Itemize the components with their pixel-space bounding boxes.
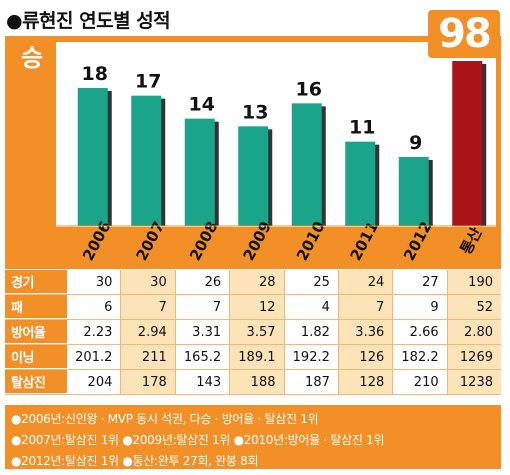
table-row: 탈삼진 204 178 143 188 187 128 210 1238 [5,370,501,395]
bar-2011 [345,141,376,226]
bar-value-label: 17 [135,71,161,93]
table-cell: 1.82 [284,320,339,344]
table-cell: 12 [230,295,285,319]
note-line: ●2006년:신인왕 · MVP 동시 석권, 다승 · 방어율 · 탈삼진 1… [11,412,319,426]
bar-chart: 1820061720071420081320091620101120119201… [56,61,496,264]
table-cell: 187 [284,370,339,394]
table-cell: 128 [338,370,394,394]
bar-2012 [398,157,429,226]
table-cell: 188 [230,370,285,394]
note-line: ●2007년:탈삼진 1위 ●2009년:탈삼진 1위 ●2010년:방어율 ·… [11,433,385,447]
table-cell: 7 [338,295,394,319]
table-cell: 126 [338,345,394,369]
stats-table: 경기 30 30 26 28 25 24 27 190 패 6 7 7 12 4 7 9 52 방어율 2.23 2.9… [5,270,501,395]
table-cell: 27 [393,270,448,294]
table-cell: 7 [175,295,231,319]
table-cell: 6 [67,295,122,319]
x-tick-label: 통산 [457,224,486,257]
bar-value-label: 14 [189,94,215,116]
table-cell: 201.2 [67,345,122,369]
table-cell: 210 [393,370,448,394]
table-cell: 3.36 [338,320,394,344]
table-cell: 178 [121,370,176,394]
row-label: 패 [5,295,67,319]
table-cell: 30 [121,270,176,294]
table-cell: 1269 [447,345,501,369]
notes-box: ●2006년:신인왕 · MVP 동시 석권, 다승 · 방어율 · 탈삼진 1… [5,405,501,469]
table-cell: 52 [447,295,501,319]
table-cell: 9 [393,295,448,319]
table-cell: 165.2 [175,345,231,369]
table-cell: 2.80 [447,320,501,344]
bar-2006 [77,88,108,226]
bar-2008 [184,118,215,226]
table-cell: 2.66 [393,320,448,344]
table-cell: 1238 [447,370,501,394]
bar-2007 [131,95,162,227]
row-label: 이닝 [5,345,67,369]
row-label: 방어율 [5,320,67,344]
bar-2010 [291,103,322,226]
bar-2009 [238,126,269,226]
table-cell: 7 [121,295,176,319]
note-line: ●2012년:탈삼진 1위 ●통산:완투 27회, 완봉 8회 [11,454,259,468]
bar-value-label: 9 [409,132,422,154]
row-label: 경기 [5,270,67,294]
row-label: 탈삼진 [5,370,67,394]
table-cell: 2.23 [67,320,122,344]
table-cell: 3.57 [230,320,285,344]
table-row: 이닝 201.2 211 165.2 189.1 192.2 126 182.2 1269 [5,345,501,370]
table-row: 방어율 2.23 2.94 3.31 3.57 1.82 3.36 2.66 2.80 [5,320,501,345]
table-row: 패 6 7 7 12 4 7 9 52 [5,295,501,320]
table-cell: 189.1 [230,345,285,369]
table-row: 경기 30 30 26 28 25 24 27 190 [5,270,501,295]
total-wins-badge: 98 [428,10,500,58]
bar-value-label: 16 [296,78,322,100]
table-cell: 25 [284,270,339,294]
table-cell: 182.2 [393,345,448,369]
table-cell: 28 [230,270,285,294]
table-cell: 30 [67,270,122,294]
bar-value-label: 11 [349,117,375,139]
bar-통산 [452,61,483,226]
win-label-badge: 승 [10,38,54,72]
table-cell: 211 [121,345,176,369]
table-cell: 204 [67,370,122,394]
table-cell: 192.2 [284,345,339,369]
table-cell: 190 [447,270,501,294]
table-cell: 2.94 [121,320,176,344]
chart-title: ●류현진 연도별 성적 [6,10,171,32]
table-cell: 3.31 [175,320,231,344]
table-cell: 4 [284,295,339,319]
table-cell: 143 [175,370,231,394]
bar-value-label: 18 [82,63,108,85]
table-cell: 26 [175,270,231,294]
bar-value-label: 13 [242,101,268,123]
table-cell: 24 [338,270,394,294]
